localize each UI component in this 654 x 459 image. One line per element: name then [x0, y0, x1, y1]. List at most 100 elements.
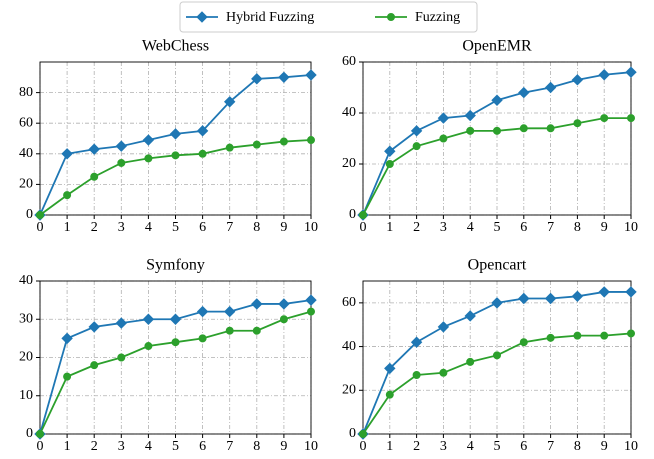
diamond-marker	[169, 313, 182, 325]
diamond-marker	[384, 145, 396, 157]
circle-marker	[519, 338, 528, 347]
legend-label: Hybrid Fuzzing	[226, 10, 314, 25]
x-tick-label: 3	[440, 439, 447, 454]
diamond-marker	[544, 81, 557, 94]
diamond-marker	[410, 336, 423, 348]
diamond-marker	[464, 310, 476, 322]
x-tick-label: 4	[467, 220, 474, 235]
diamond-marker	[518, 292, 530, 305]
x-tick-label: 3	[118, 439, 125, 454]
diamond-marker	[410, 125, 423, 137]
x-tick-label: 7	[547, 439, 554, 454]
circle-marker	[252, 140, 261, 149]
diamond-marker	[251, 73, 263, 85]
circle-marker	[36, 211, 44, 219]
x-tick-label: 9	[280, 439, 287, 454]
axes-frame	[362, 280, 632, 435]
x-tick-label: 6	[199, 220, 206, 235]
diamond-marker	[196, 125, 209, 137]
diamond-marker	[305, 69, 317, 81]
y-tick-label: 20	[19, 350, 33, 365]
circle-marker	[359, 211, 367, 219]
diamond-marker	[625, 66, 637, 78]
x-tick-label: 0	[37, 220, 44, 235]
circle-marker	[198, 334, 207, 343]
x-tick-label: 6	[520, 220, 527, 235]
diamond-marker	[437, 112, 450, 124]
circle-marker	[359, 430, 367, 438]
x-tick-label: 1	[386, 439, 393, 454]
diamond-marker	[544, 292, 557, 305]
diamond-marker	[61, 148, 73, 160]
circle-marker	[519, 124, 528, 133]
x-tick-label: 9	[280, 220, 287, 235]
x-tick-label: 1	[64, 220, 71, 235]
x-tick-label: 5	[172, 439, 179, 454]
axes-frame	[39, 280, 312, 435]
circle-marker	[171, 338, 180, 347]
x-tick-label: 2	[413, 220, 420, 235]
x-tick-label: 3	[118, 220, 125, 235]
circle-marker	[307, 307, 315, 316]
circle-marker	[252, 326, 261, 335]
diamond-marker	[115, 140, 128, 152]
diamond-marker	[571, 74, 584, 86]
circle-marker	[90, 361, 99, 370]
diamond-marker	[384, 362, 396, 375]
y-tick-label: 40	[19, 146, 33, 161]
diamond-marker	[223, 305, 236, 318]
diamond-marker	[437, 321, 450, 333]
x-tick-label: 6	[520, 439, 527, 454]
circle-marker	[279, 137, 288, 146]
y-tick-label: 0	[26, 207, 33, 222]
x-tick-label: 8	[574, 220, 581, 235]
diamond-marker	[598, 286, 610, 298]
x-tick-label: 5	[494, 439, 501, 454]
circle-marker	[546, 124, 555, 133]
diamond-marker	[278, 71, 290, 84]
diamond-marker	[115, 317, 128, 329]
x-tick-label: 9	[601, 439, 608, 454]
legend-marker	[196, 11, 208, 23]
circle-marker	[225, 326, 234, 335]
x-tick-label: 4	[145, 439, 152, 454]
diamond-marker	[571, 290, 584, 303]
circle-marker	[439, 368, 448, 377]
circle-marker	[307, 136, 315, 145]
y-tick-label: 80	[19, 85, 33, 100]
diamond-marker	[464, 109, 476, 122]
diamond-marker	[88, 321, 100, 333]
x-tick-label: 6	[199, 439, 206, 454]
x-tick-label: 3	[440, 220, 447, 235]
circle-marker	[493, 126, 501, 135]
x-tick-label: 4	[145, 220, 152, 235]
circle-marker	[439, 134, 448, 143]
diamond-marker	[518, 86, 530, 99]
diamond-marker	[598, 69, 610, 81]
diamond-marker	[251, 298, 263, 310]
x-tick-label: 10	[624, 439, 638, 454]
subplot-title: Opencart	[468, 257, 527, 274]
circle-marker	[385, 160, 394, 168]
x-tick-label: 8	[253, 439, 260, 454]
legend-box	[179, 1, 478, 33]
y-tick-label: 0	[349, 207, 356, 222]
circle-marker	[412, 370, 421, 379]
y-tick-label: 0	[349, 426, 356, 441]
y-tick-label: 60	[342, 295, 356, 310]
circle-marker	[385, 390, 394, 399]
diamond-marker	[142, 313, 155, 325]
circle-marker	[63, 372, 72, 381]
x-tick-label: 8	[253, 220, 260, 235]
diamond-marker	[305, 294, 317, 306]
circle-marker	[466, 357, 475, 366]
axes-frame	[362, 61, 632, 216]
x-tick-label: 1	[386, 220, 393, 235]
diamond-marker	[169, 128, 182, 140]
circle-marker	[63, 191, 72, 200]
circle-marker	[412, 142, 421, 151]
y-tick-label: 60	[19, 115, 33, 130]
diamond-marker	[278, 298, 290, 310]
x-tick-label: 5	[494, 220, 501, 235]
